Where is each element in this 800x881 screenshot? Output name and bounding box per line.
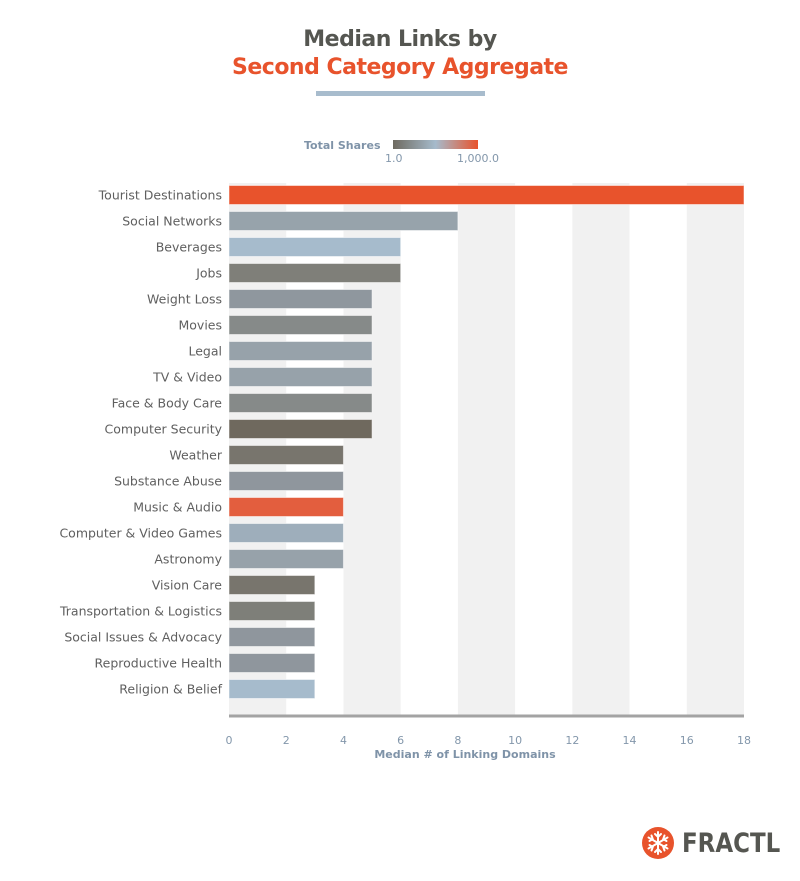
grid-band — [343, 183, 401, 715]
bar — [228, 393, 373, 413]
category-label: Music & Audio — [133, 500, 222, 515]
legend-gradient — [393, 140, 478, 149]
category-label: TV & Video — [152, 370, 222, 385]
category-label: Tourist Destinations — [98, 188, 222, 203]
bar — [228, 315, 373, 335]
category-label: Jobs — [195, 266, 222, 281]
category-label: Social Issues & Advocacy — [64, 630, 222, 645]
title-underline — [316, 91, 485, 96]
fractl-logo: FRACTL — [642, 827, 798, 859]
bar — [228, 575, 316, 595]
category-label: Computer Security — [105, 422, 223, 437]
category-label: Movies — [178, 318, 222, 333]
category-label: Astronomy — [154, 552, 222, 567]
bar — [228, 211, 459, 231]
grid-band — [686, 183, 744, 715]
x-tick-label: 6 — [397, 734, 404, 747]
bar — [228, 471, 344, 491]
x-tick-label: 14 — [623, 734, 637, 747]
category-label: Substance Abuse — [114, 474, 222, 489]
bar — [228, 601, 316, 621]
category-label: Beverages — [156, 240, 222, 255]
bar — [228, 419, 373, 439]
category-label: Weight Loss — [147, 292, 222, 307]
bar — [228, 679, 316, 699]
chart-subtitle: Second Category Aggregate — [232, 55, 568, 80]
x-tick-label: 10 — [508, 734, 522, 747]
bar — [228, 341, 373, 361]
category-label: Social Networks — [122, 214, 222, 229]
category-label: Transportation & Logistics — [59, 604, 222, 619]
category-label: Computer & Video Games — [59, 526, 222, 541]
category-label: Religion & Belief — [119, 682, 222, 697]
category-label: Reproductive Health — [95, 656, 222, 671]
category-label: Weather — [169, 448, 222, 463]
bar — [228, 523, 344, 543]
bar — [228, 653, 316, 673]
x-tick-label: 18 — [737, 734, 751, 747]
bar — [228, 289, 373, 309]
category-label: Vision Care — [152, 578, 223, 593]
x-tick-label: 16 — [680, 734, 694, 747]
legend-max-label: 1,000.0 — [457, 152, 499, 165]
category-label: Face & Body Care — [112, 396, 223, 411]
logo-text: FRACTL — [682, 827, 781, 859]
bar — [228, 185, 745, 205]
bar — [228, 497, 344, 517]
legend-min-label: 1.0 — [385, 152, 403, 165]
x-axis-label: Median # of Linking Domains — [374, 748, 556, 761]
bars — [228, 185, 745, 699]
x-tick-label: 0 — [226, 734, 233, 747]
bar — [228, 627, 316, 647]
bar — [228, 237, 402, 257]
bar — [228, 549, 344, 569]
bar — [228, 367, 373, 387]
x-tick-label: 8 — [454, 734, 461, 747]
x-tick-label: 2 — [283, 734, 290, 747]
x-tick-label: 12 — [565, 734, 579, 747]
legend-title: Total Shares — [304, 139, 381, 152]
chart-title: Median Links by — [303, 27, 497, 52]
category-label: Legal — [188, 344, 222, 359]
bar — [228, 445, 344, 465]
category-labels: Tourist Destinations Social Networks Bever… — [59, 188, 223, 697]
grid-band — [572, 183, 630, 715]
x-tick-label: 4 — [340, 734, 347, 747]
x-tick-labels: 0 2 4 6 8 10 12 14 16 18 — [226, 734, 752, 747]
grid-band — [457, 183, 516, 715]
bar — [228, 263, 402, 283]
snowflake-icon — [642, 827, 674, 859]
